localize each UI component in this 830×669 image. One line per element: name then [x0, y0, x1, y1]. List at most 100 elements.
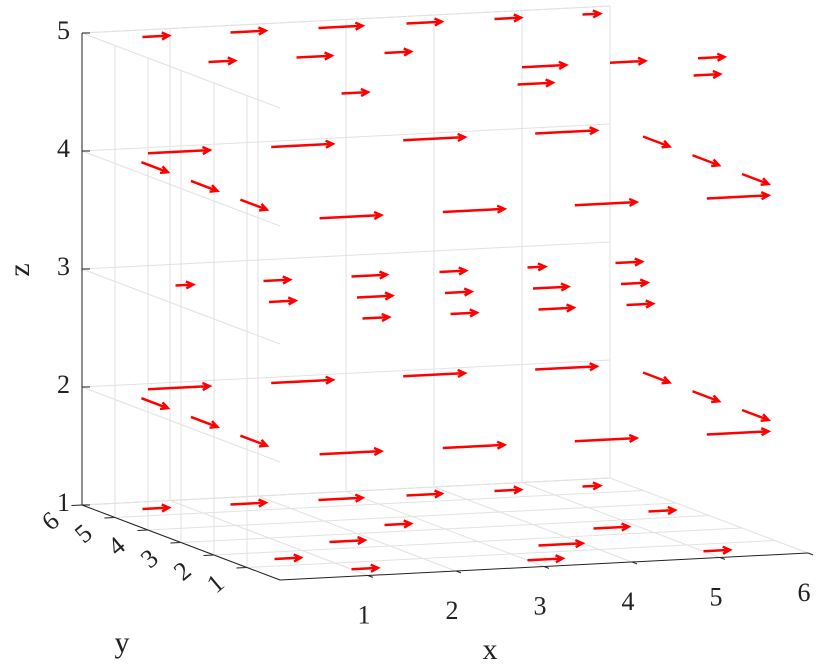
arrow	[406, 489, 445, 499]
arrow	[140, 160, 171, 175]
arrow	[190, 415, 220, 429]
arrow	[403, 132, 468, 143]
arrow	[517, 78, 556, 88]
arrow	[296, 51, 335, 61]
arrow	[697, 52, 728, 62]
arrow	[147, 381, 213, 392]
y-tick-label: 3	[135, 543, 164, 574]
tick-mark	[71, 504, 83, 507]
x-tick-label: 5	[710, 582, 723, 611]
arrow	[626, 299, 656, 309]
arrow	[384, 47, 414, 57]
arrow	[351, 270, 390, 280]
arrow	[318, 21, 366, 31]
arrow	[494, 485, 524, 495]
grid-line	[246, 540, 776, 568]
arrow	[450, 308, 480, 318]
arrow	[642, 371, 673, 385]
tick-mark	[170, 542, 182, 544]
y-axis-label: y	[115, 626, 130, 659]
arrow	[535, 362, 600, 372]
x-tick-label: 3	[534, 591, 547, 620]
arrow	[609, 56, 648, 66]
grid	[71, 5, 814, 581]
arrow	[527, 262, 548, 272]
z-tick-label: 3	[57, 252, 70, 281]
grid-line	[81, 32, 281, 109]
arrow	[521, 60, 569, 70]
grid-line	[81, 123, 611, 152]
z-tick-label: 1	[57, 488, 70, 517]
arrow	[642, 135, 673, 149]
arrow	[706, 191, 772, 201]
arrow	[692, 390, 722, 404]
arrow	[239, 198, 270, 212]
arrow	[574, 197, 640, 208]
grid-line	[147, 502, 677, 531]
arrow	[230, 498, 269, 508]
grid-line	[213, 527, 743, 556]
arrow	[384, 519, 414, 529]
x-axis-label: x	[483, 633, 498, 666]
arrows	[140, 9, 772, 573]
arrow	[538, 538, 586, 549]
arrow	[538, 303, 577, 313]
arrow	[362, 312, 392, 323]
y-tick-label: 5	[69, 518, 98, 549]
arrow	[175, 280, 196, 290]
arrow	[268, 296, 299, 306]
arrow	[442, 440, 508, 450]
grid-line	[114, 490, 644, 518]
arrow	[356, 291, 395, 301]
arrow	[147, 145, 213, 156]
arrow	[582, 481, 603, 491]
arrow	[230, 26, 269, 36]
arrow	[140, 396, 171, 411]
axis-line	[81, 504, 281, 581]
arrow	[271, 375, 336, 385]
arrow	[142, 31, 172, 41]
arrow	[142, 503, 172, 513]
y-tick-label: 1	[201, 568, 230, 599]
grid-line	[81, 268, 281, 345]
arrow	[693, 69, 723, 80]
arrow	[494, 13, 524, 23]
tick-mark	[104, 517, 116, 519]
arrow	[574, 433, 640, 444]
arrow	[582, 9, 603, 19]
arrow	[263, 275, 293, 285]
arrow	[527, 554, 566, 564]
arrow	[406, 17, 445, 27]
tick-mark	[236, 567, 248, 569]
arrow	[741, 408, 772, 423]
arrow	[741, 172, 772, 187]
arrow	[190, 179, 220, 193]
arrow	[706, 427, 772, 437]
arrow	[532, 282, 571, 292]
arrow	[692, 154, 722, 168]
arrow	[318, 493, 366, 503]
arrow	[648, 505, 678, 516]
grid-line	[81, 386, 281, 463]
x-tick-label: 6	[798, 578, 811, 607]
x-tick-label: 2	[446, 596, 459, 625]
arrow	[274, 553, 304, 563]
z-axis-label: z	[3, 263, 36, 276]
grid-line	[180, 515, 710, 543]
arrow	[329, 535, 368, 546]
arrow	[444, 287, 475, 297]
arrow	[239, 434, 270, 448]
tick-mark	[807, 552, 814, 556]
arrow	[319, 446, 384, 457]
grid-line	[81, 477, 611, 506]
arrow	[271, 139, 336, 149]
arrow	[351, 563, 381, 573]
z-tick-label: 2	[57, 370, 70, 399]
arrow	[341, 87, 371, 98]
tick-mark	[203, 554, 215, 557]
z-tick-label: 5	[57, 16, 70, 45]
arrow	[615, 257, 645, 267]
grid-line	[81, 5, 611, 34]
arrow	[403, 368, 468, 379]
